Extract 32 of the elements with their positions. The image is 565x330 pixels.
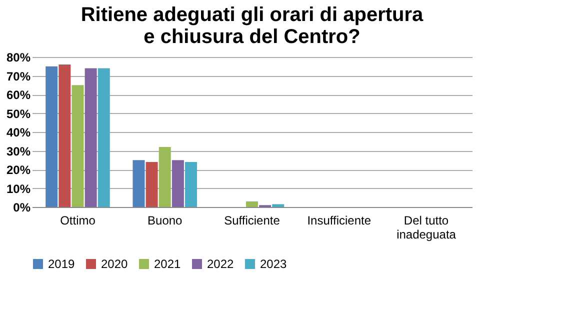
x-tick-label: Del tutto inadeguata [396, 214, 456, 242]
y-tick-label: 20% [6, 163, 31, 177]
y-tick-label: 10% [6, 182, 31, 196]
y-tick-label: 70% [6, 69, 31, 84]
bar [146, 162, 158, 207]
legend-label: 2023 [260, 257, 288, 271]
x-tick-label: Sufficiente [224, 214, 280, 228]
bar [84, 68, 97, 207]
y-tick-label: 40% [6, 126, 31, 140]
x-tick-label: Insufficiente [307, 214, 372, 228]
y-tick-label: 60% [6, 88, 31, 102]
y-tick-label: 0% [13, 200, 31, 214]
x-tick-label: Buono [148, 214, 183, 228]
y-tick-label: 30% [6, 144, 31, 158]
bar [46, 66, 58, 207]
y-tick-label: 50% [6, 106, 31, 121]
bar [58, 64, 71, 207]
bar [98, 68, 110, 207]
bar [272, 204, 284, 207]
legend-label: 2022 [207, 257, 234, 271]
bar [132, 160, 145, 207]
bar [72, 85, 84, 207]
legend-label: 2021 [154, 257, 182, 271]
legend-label: 2019 [48, 257, 76, 271]
x-tick-label: Ottimo [60, 214, 96, 228]
chart-title: Ritiene adeguati gli orari di apertura e chiusura del Centro? [80, 4, 424, 48]
legend-label: 2020 [101, 257, 128, 271]
bar [246, 201, 258, 207]
bar [158, 147, 171, 207]
y-tick-label: 80% [6, 50, 31, 64]
bar [185, 162, 198, 207]
bar [172, 160, 184, 207]
